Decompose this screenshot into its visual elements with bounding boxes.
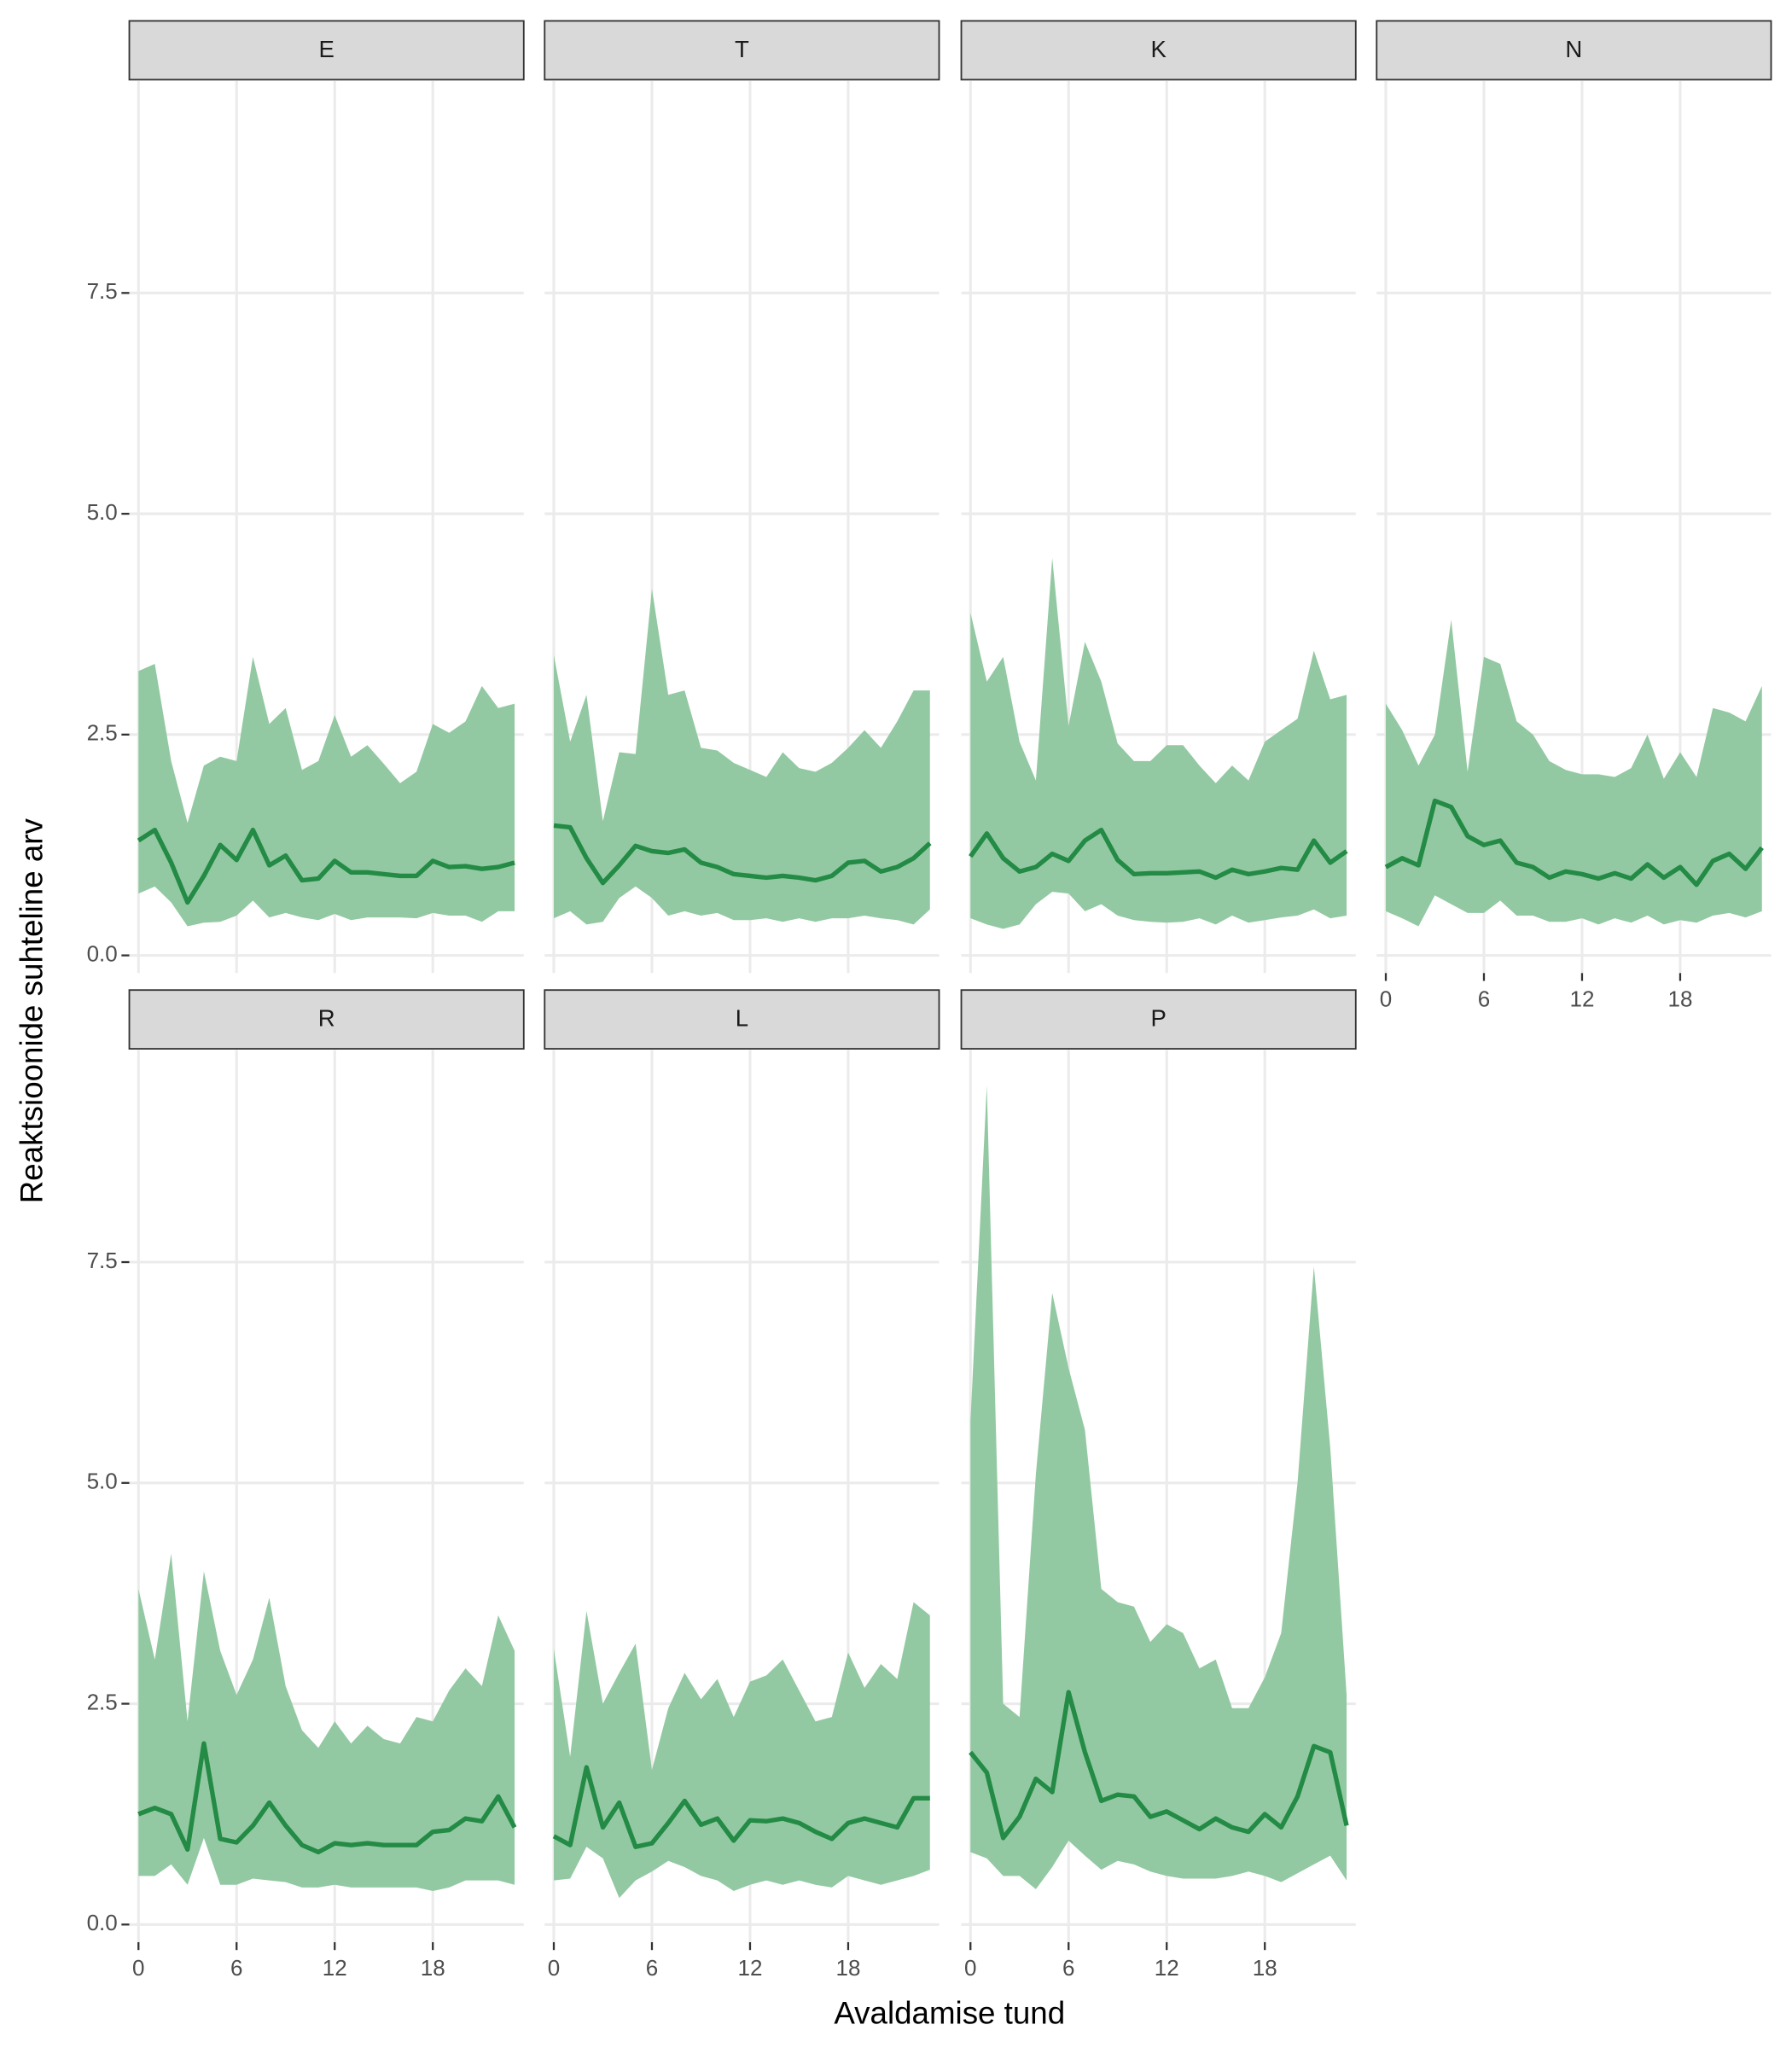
strip xyxy=(128,20,525,81)
strip-label: N xyxy=(1565,36,1582,62)
strip xyxy=(960,989,1357,1050)
strip-label: P xyxy=(1150,1005,1166,1032)
strip xyxy=(1376,20,1772,81)
y-tick-label: 0.0 xyxy=(87,940,118,966)
strip xyxy=(128,989,525,1050)
mean-line xyxy=(553,823,932,886)
confidence-band xyxy=(138,1553,515,1891)
strip-label: E xyxy=(318,36,334,62)
x-tick-label: 0 xyxy=(964,1955,976,1981)
y-tick-label: 2.5 xyxy=(87,1689,118,1714)
x-tick-label: 6 xyxy=(1062,1955,1074,1981)
strip xyxy=(544,989,940,1050)
y-tick-label: 7.5 xyxy=(87,278,118,304)
confidence-band xyxy=(553,589,930,925)
x-tick-label: 6 xyxy=(1478,986,1490,1011)
confidence-band xyxy=(553,1602,930,1899)
x-tick-label: 6 xyxy=(230,1955,242,1981)
mean-line xyxy=(969,827,1348,881)
strip-label: K xyxy=(1150,36,1167,62)
strip xyxy=(960,20,1357,81)
mean-line xyxy=(137,827,515,905)
x-tick-label: 18 xyxy=(1253,1955,1277,1981)
x-axis-title: Avaldamise tund xyxy=(834,1995,1065,2030)
x-tick-label: 18 xyxy=(421,1955,445,1981)
x-tick-label: 0 xyxy=(548,1955,560,1981)
strip-label: R xyxy=(318,1005,335,1032)
y-tick-label: 2.5 xyxy=(87,720,118,746)
strip xyxy=(544,20,940,81)
y-tick-label: 5.0 xyxy=(87,499,118,525)
strip-label: T xyxy=(735,36,749,62)
y-tick-label: 5.0 xyxy=(87,1469,118,1494)
confidence-band xyxy=(1385,620,1762,927)
x-tick-label: 0 xyxy=(132,1955,144,1981)
confidence-band xyxy=(970,557,1347,929)
x-tick-label: 6 xyxy=(646,1955,658,1981)
x-tick-label: 12 xyxy=(1570,986,1595,1011)
x-tick-label: 0 xyxy=(1380,986,1392,1011)
mean-line xyxy=(552,1765,930,1849)
y-axis-title: Reaktsioonide suhteline arv xyxy=(14,818,49,1204)
y-tick-label: 7.5 xyxy=(87,1248,118,1273)
mean-line xyxy=(1384,798,1764,887)
x-tick-label: 18 xyxy=(1667,986,1692,1011)
mean-line xyxy=(137,1741,517,1855)
y-tick-label: 0.0 xyxy=(87,1910,118,1935)
confidence-band xyxy=(970,1085,1347,1889)
x-tick-label: 12 xyxy=(323,1955,347,1981)
x-tick-label: 12 xyxy=(1155,1955,1179,1981)
mean-line xyxy=(969,1690,1349,1841)
strip-label: L xyxy=(736,1005,748,1032)
x-tick-label: 12 xyxy=(738,1955,763,1981)
x-tick-label: 18 xyxy=(835,1955,860,1981)
